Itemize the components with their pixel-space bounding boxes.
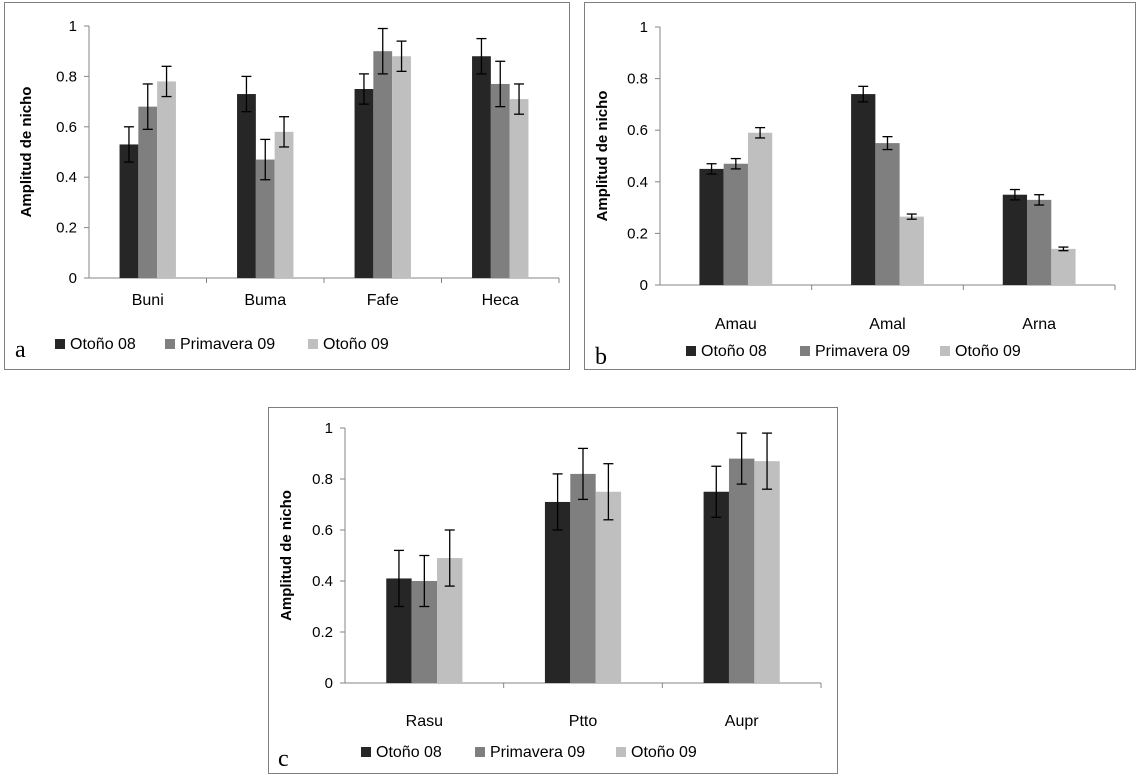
category-label: Heca bbox=[482, 292, 519, 309]
y-tick-label: 1 bbox=[325, 420, 333, 437]
legend-label: Otoño 08 bbox=[701, 343, 767, 360]
chart-c-svg: 0 0.2 0.4 0.6 0.8 1 Amplitud de nicho Rasu Ptto A… bbox=[278, 420, 822, 772]
legend-label: Primavera 09 bbox=[815, 343, 910, 360]
legend-label: Primavera 09 bbox=[180, 336, 275, 353]
bar bbox=[703, 491, 729, 683]
legend-swatch bbox=[800, 346, 810, 356]
legend-label: Otoño 08 bbox=[70, 336, 136, 353]
y-tick-label: 0.6 bbox=[56, 119, 77, 136]
category-label: Rasu bbox=[406, 713, 443, 730]
y-tick-label: 0.2 bbox=[312, 624, 333, 641]
category-label: Fafe bbox=[367, 292, 399, 309]
bar bbox=[1027, 199, 1052, 285]
y-tick-label: 0.4 bbox=[56, 169, 77, 186]
bar bbox=[544, 501, 571, 683]
bar bbox=[509, 99, 529, 278]
panel-label: b bbox=[595, 344, 607, 370]
bar bbox=[274, 131, 294, 278]
y-tick-label: 0.6 bbox=[627, 122, 648, 139]
bar bbox=[157, 81, 176, 278]
bar bbox=[255, 159, 275, 278]
category-label: Amau bbox=[715, 316, 757, 333]
y-tick-label: 0.4 bbox=[312, 573, 333, 590]
bar bbox=[1002, 194, 1028, 285]
legend-swatch bbox=[475, 747, 485, 757]
category-label: Buni bbox=[132, 292, 164, 309]
bar bbox=[1051, 248, 1076, 285]
legend-label: Otoño 09 bbox=[631, 744, 697, 761]
y-tick-label: 0.2 bbox=[627, 225, 648, 242]
chart-panel-c: 0 0.2 0.4 0.6 0.8 1 Amplitud de nicho Rasu Ptto A… bbox=[268, 407, 838, 774]
chart-a-svg: 0 0.2 0.4 0.6 0.8 1 Amplitud de nicho Buni Buma F… bbox=[15, 18, 560, 363]
y-tick-label: 1 bbox=[640, 19, 648, 36]
legend-label: Otoño 09 bbox=[955, 343, 1021, 360]
category-label: Arna bbox=[1022, 316, 1056, 333]
bar bbox=[875, 143, 900, 285]
legend-label: Otoño 08 bbox=[376, 744, 442, 761]
y-tick-label: 0 bbox=[69, 270, 77, 287]
y-tick-label: 0.2 bbox=[56, 220, 77, 237]
chart-b-svg: 0 0.2 0.4 0.6 0.8 1 Amplitud de nicho Amau Amal A… bbox=[594, 19, 1116, 370]
y-tick-label: 0.6 bbox=[312, 522, 333, 539]
y-axis-label: Amplitud de nicho bbox=[18, 87, 35, 218]
bar bbox=[490, 83, 510, 279]
legend-swatch bbox=[686, 346, 696, 356]
bar bbox=[237, 94, 256, 278]
panel-label: a bbox=[15, 337, 26, 363]
y-tick-label: 0.4 bbox=[627, 174, 648, 191]
bar bbox=[392, 56, 411, 278]
bar bbox=[728, 458, 755, 683]
bar bbox=[699, 168, 724, 285]
legend-swatch bbox=[165, 339, 175, 349]
panel-label: c bbox=[278, 746, 289, 772]
category-label: Buma bbox=[244, 292, 286, 309]
y-axis-label: Amplitud de nicho bbox=[278, 490, 295, 621]
y-axis-label: Amplitud de nicho bbox=[594, 91, 611, 222]
bar bbox=[354, 89, 374, 278]
legend-swatch bbox=[940, 346, 950, 356]
bar bbox=[472, 56, 491, 278]
category-label: Aupr bbox=[725, 713, 759, 730]
legend-swatch bbox=[55, 339, 65, 349]
bar bbox=[754, 461, 780, 683]
y-tick-label: 0.8 bbox=[56, 68, 77, 85]
chart-panel-a: 0 0.2 0.4 0.6 0.8 1 Amplitud de nicho Buni Buma F… bbox=[4, 2, 570, 370]
legend-label: Otoño 09 bbox=[323, 336, 389, 353]
y-tick-label: 0 bbox=[640, 277, 648, 294]
legend-swatch bbox=[361, 747, 371, 757]
chart-panel-b: 0 0.2 0.4 0.6 0.8 1 Amplitud de nicho Amau Amal A… bbox=[584, 2, 1136, 370]
bar bbox=[119, 144, 139, 278]
y-tick-label: 0.8 bbox=[627, 71, 648, 88]
y-tick-label: 0 bbox=[325, 675, 333, 692]
bar bbox=[373, 51, 393, 279]
bar bbox=[851, 94, 876, 285]
legend-swatch bbox=[616, 747, 626, 757]
category-label: Amal bbox=[869, 316, 905, 333]
y-tick-label: 0.8 bbox=[312, 471, 333, 488]
bar bbox=[723, 163, 748, 285]
bar bbox=[138, 106, 158, 278]
category-label: Ptto bbox=[569, 713, 598, 730]
bar bbox=[899, 216, 924, 285]
bar bbox=[747, 132, 773, 285]
bar bbox=[595, 491, 622, 683]
y-tick-label: 1 bbox=[69, 18, 77, 35]
legend-swatch bbox=[308, 339, 318, 349]
legend-label: Primavera 09 bbox=[490, 744, 585, 761]
bar bbox=[570, 473, 596, 683]
